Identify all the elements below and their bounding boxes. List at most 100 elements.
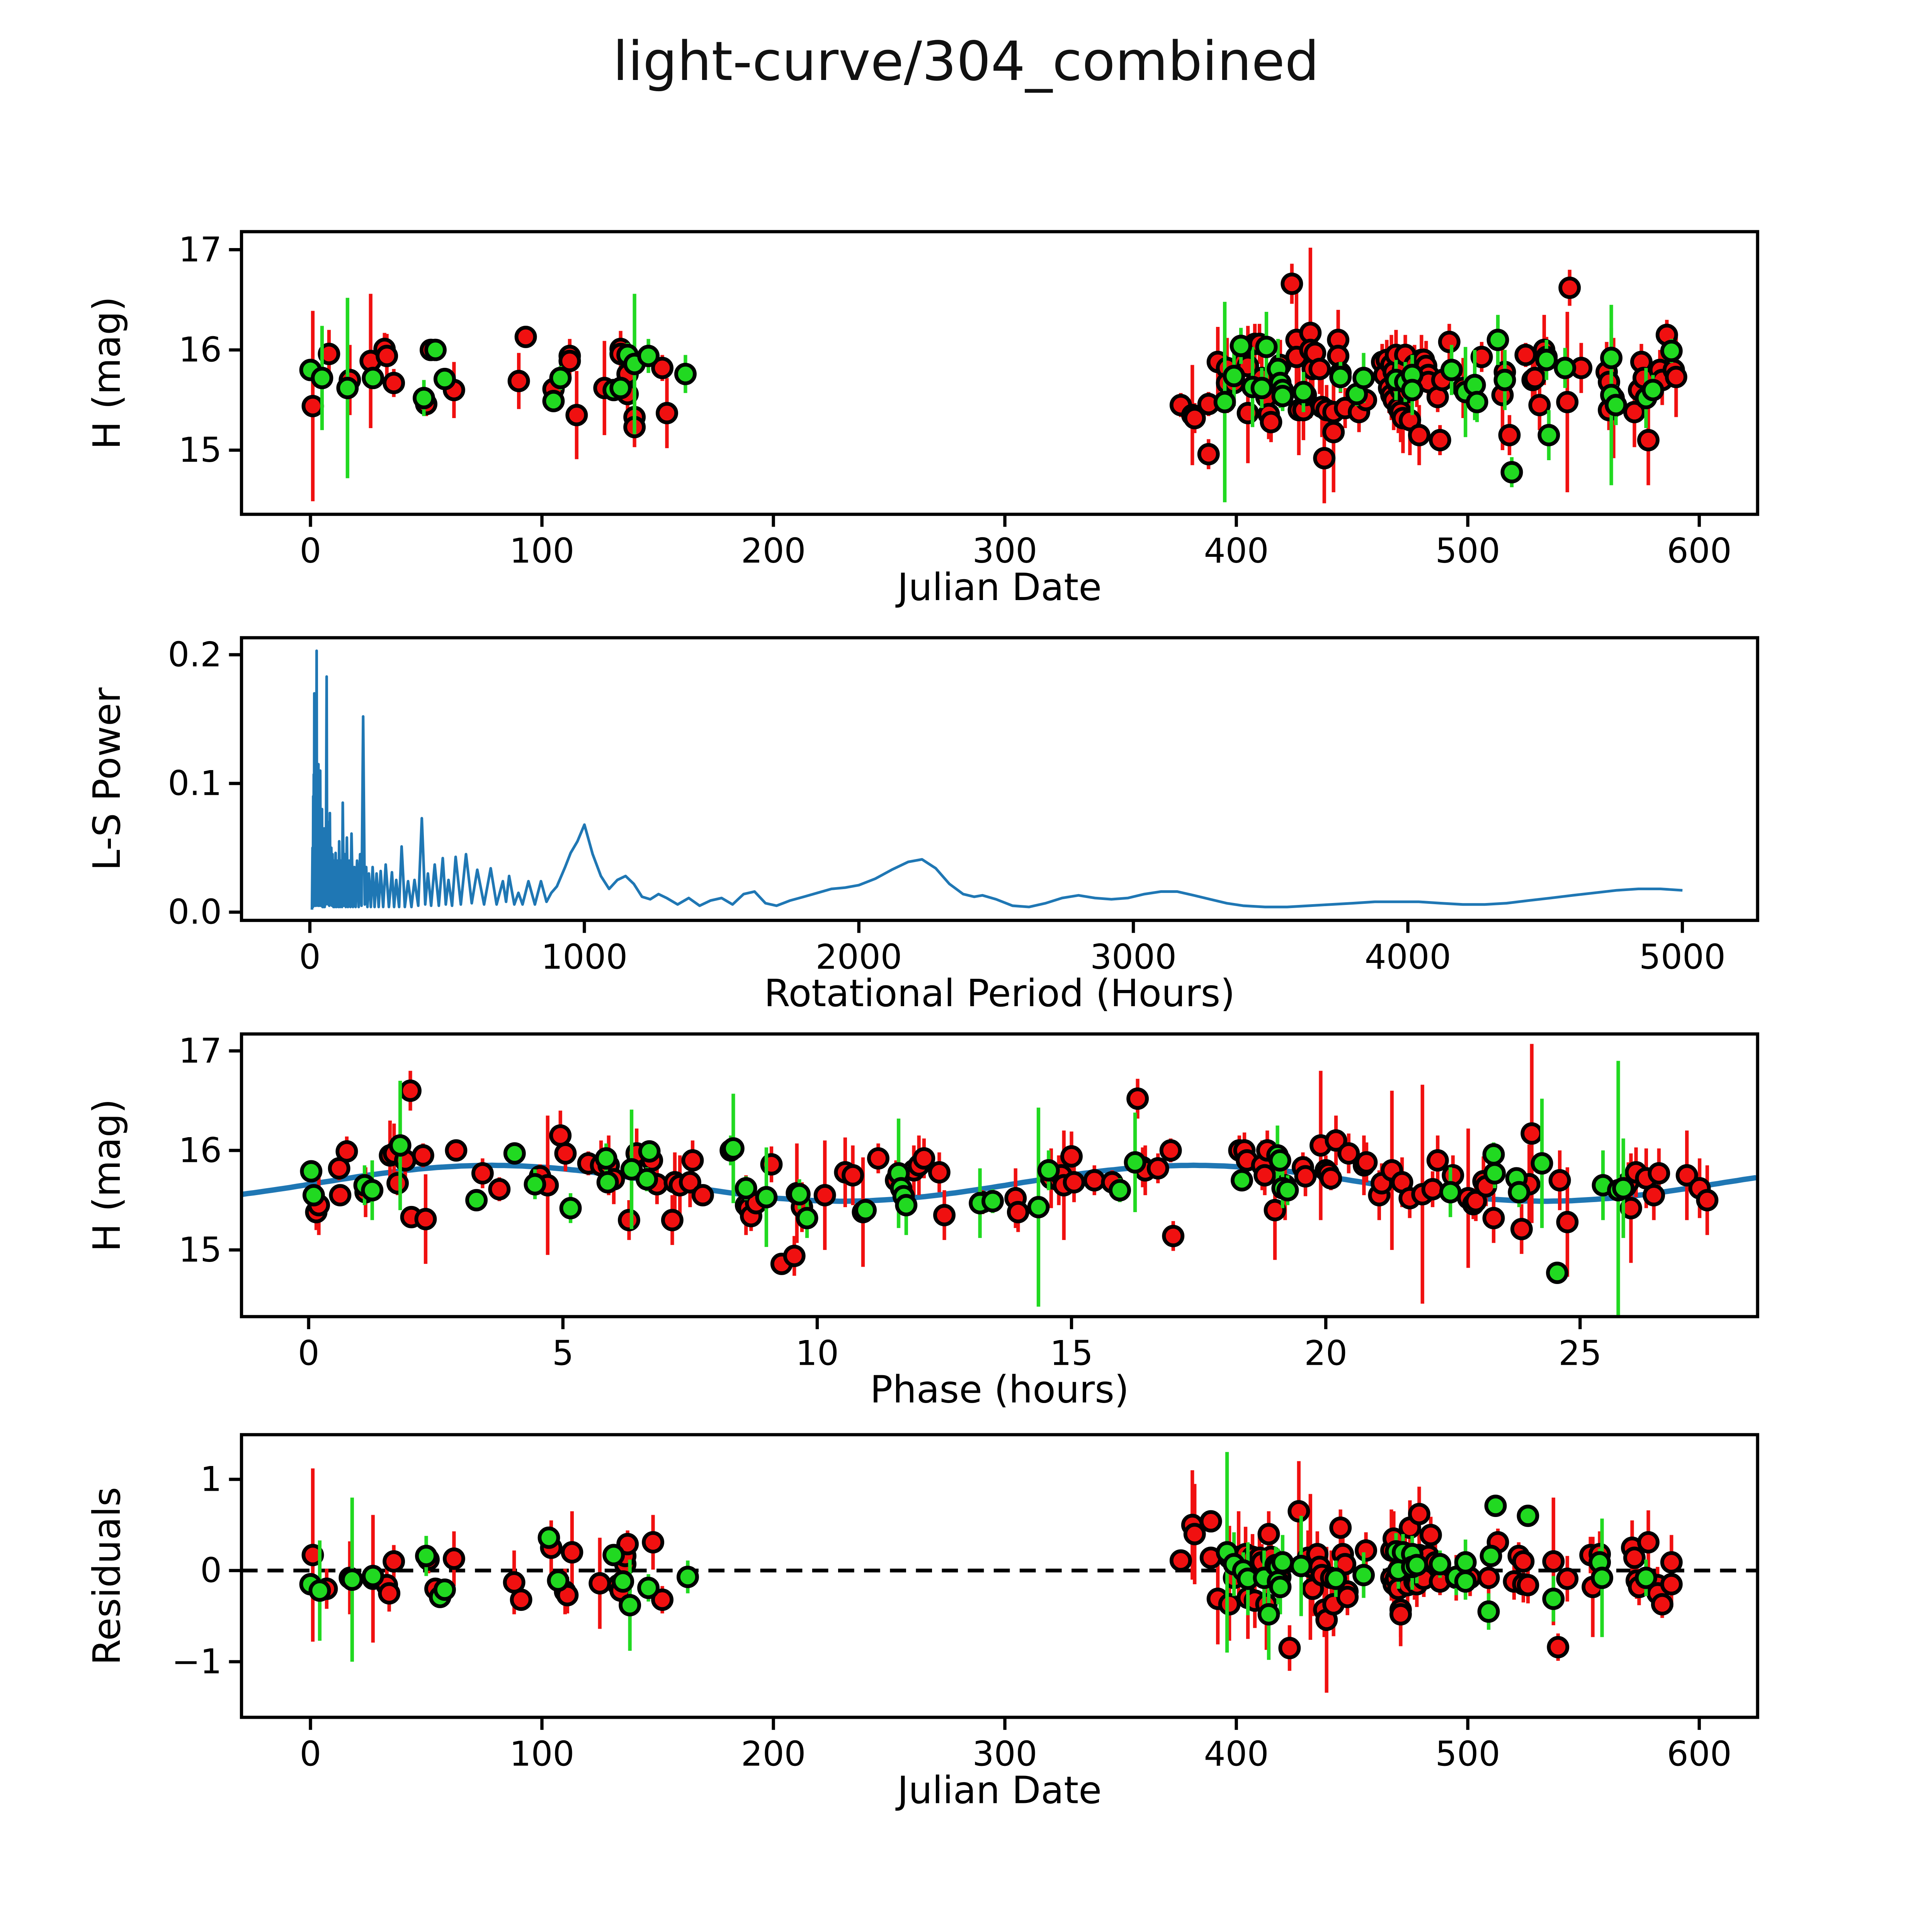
data-point [1329, 366, 1352, 388]
data-point [413, 387, 435, 410]
y-tick-label: −1 [172, 1642, 222, 1682]
data-point [302, 1184, 325, 1207]
data-point [471, 1162, 494, 1185]
data-point [1290, 1554, 1313, 1577]
data-point [561, 1541, 583, 1564]
data-point [1546, 1262, 1568, 1284]
panel-periodogram: 0 1000 2000 3000 4000 5000 0.0 0.1 0.2 Rotational… [85, 635, 1759, 1015]
x-tick-label: 25 [1558, 1333, 1602, 1373]
data-point [1269, 1576, 1292, 1598]
data-point [1419, 1524, 1442, 1546]
x-tick-label: 600 [1667, 531, 1732, 571]
data-point [465, 1189, 488, 1211]
x-tick-label: 500 [1435, 1734, 1500, 1774]
data-point [1482, 1143, 1505, 1166]
y-tick-label: 1 [200, 1459, 222, 1499]
data-point [1486, 328, 1509, 351]
data-point [1464, 1190, 1487, 1213]
data-point [547, 1569, 570, 1592]
data-point [1470, 345, 1493, 368]
x-tick-label: 200 [741, 531, 806, 571]
x-tick-label: 0 [300, 1734, 321, 1774]
data-point [1199, 1510, 1222, 1533]
data-point [1060, 1145, 1083, 1168]
x-tick-label: 0 [300, 531, 321, 571]
data-point [813, 1184, 836, 1207]
data-point [1637, 1531, 1660, 1554]
lightcurve-jd-x-axis: 0 100 200 300 400 500 600 [300, 514, 1732, 571]
data-point [1223, 365, 1245, 387]
data-point [1313, 447, 1336, 469]
data-point [1183, 1523, 1206, 1546]
data-point [1554, 357, 1577, 379]
data-point [1648, 1162, 1670, 1185]
data-point [1477, 1600, 1500, 1623]
data-point [691, 1184, 714, 1207]
data-point [1337, 1142, 1360, 1165]
data-point [612, 1570, 634, 1593]
lightcurve-jd-markers-green [299, 328, 1683, 484]
sinusoid-model-curve [242, 1162, 1758, 1204]
data-point [867, 1147, 889, 1170]
periodogram-x-axis-label: Rotational Period (Hours) [764, 971, 1235, 1015]
data-point [1236, 402, 1259, 424]
data-point [488, 1178, 511, 1201]
data-point [674, 362, 697, 385]
data-point [1325, 1129, 1347, 1152]
data-point [1508, 1181, 1531, 1204]
data-point [1257, 1523, 1280, 1546]
phased-lightcurve-x-axis: 0 5 10 15 20 25 [298, 1316, 1602, 1373]
data-point [1218, 1593, 1241, 1616]
data-point [503, 1142, 526, 1165]
data-point [1429, 1553, 1451, 1575]
data-point [311, 367, 333, 389]
y-tick-label: 17 [179, 230, 222, 269]
data-point [308, 1579, 331, 1602]
x-tick-label: 300 [973, 1734, 1037, 1774]
data-point [1480, 1544, 1502, 1567]
data-point [1401, 379, 1423, 401]
data-point [378, 1582, 401, 1605]
data-point [1547, 1636, 1570, 1658]
data-point [618, 1209, 640, 1231]
residuals-plot-area [242, 1452, 1758, 1693]
x-tick-label: 400 [1204, 1734, 1269, 1774]
data-point [442, 1547, 465, 1570]
data-point [1146, 1157, 1169, 1180]
lightcurve-jd-y-axis: 15 16 17 [179, 230, 242, 470]
data-point [602, 1544, 625, 1566]
x-tick-label: 10 [796, 1333, 839, 1373]
x-tick-label: 5 [552, 1333, 574, 1373]
data-point [445, 1139, 468, 1162]
data-point [651, 357, 673, 379]
data-point [383, 372, 405, 395]
lightcurve-jd-plot-area [299, 248, 1687, 503]
data-point [1408, 1503, 1430, 1526]
data-point [722, 1137, 745, 1160]
data-point [1493, 369, 1516, 391]
data-point [1276, 1179, 1299, 1202]
data-point [412, 1144, 434, 1167]
data-point [362, 367, 384, 389]
data-point [1325, 1567, 1347, 1590]
ls-power-curve [310, 649, 1683, 910]
data-point [636, 1168, 658, 1190]
data-point [1271, 1551, 1294, 1574]
data-point [788, 1183, 811, 1206]
data-point [383, 1550, 405, 1573]
data-point [1600, 347, 1622, 369]
lightcurve-jd-frame [240, 230, 1759, 516]
data-point [1520, 1122, 1543, 1145]
y-tick-label: 0 [200, 1551, 222, 1590]
data-point [1231, 1169, 1253, 1192]
y-tick-label: 0.1 [168, 764, 222, 803]
data-point [1542, 1550, 1565, 1573]
data-point [329, 1184, 352, 1207]
data-point [1162, 1225, 1185, 1247]
data-point [656, 402, 678, 424]
data-point [1250, 377, 1273, 400]
y-tick-label: 0.0 [168, 892, 222, 932]
data-point [558, 350, 581, 372]
data-point [1408, 424, 1430, 447]
data-point [1352, 367, 1375, 389]
